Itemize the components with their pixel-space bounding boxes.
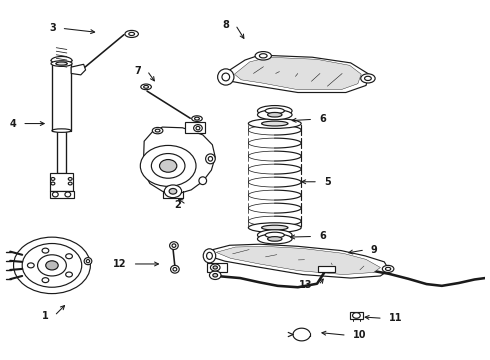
Polygon shape bbox=[234, 57, 361, 90]
Bar bbox=[350, 312, 363, 319]
Ellipse shape bbox=[218, 69, 234, 85]
Ellipse shape bbox=[265, 232, 284, 238]
Polygon shape bbox=[143, 127, 215, 194]
Circle shape bbox=[140, 145, 196, 186]
Ellipse shape bbox=[268, 237, 282, 241]
Ellipse shape bbox=[257, 230, 292, 240]
Ellipse shape bbox=[84, 258, 92, 265]
Circle shape bbox=[209, 271, 221, 279]
Text: 2: 2 bbox=[174, 200, 181, 210]
Circle shape bbox=[353, 312, 360, 318]
Polygon shape bbox=[71, 64, 86, 75]
Ellipse shape bbox=[365, 76, 371, 81]
Circle shape bbox=[14, 237, 90, 294]
Ellipse shape bbox=[257, 105, 292, 116]
Circle shape bbox=[213, 274, 218, 277]
Text: 12: 12 bbox=[113, 259, 127, 269]
Polygon shape bbox=[318, 266, 335, 273]
Text: 1: 1 bbox=[42, 311, 49, 321]
Text: 3: 3 bbox=[49, 23, 56, 33]
Text: 8: 8 bbox=[223, 20, 230, 30]
Ellipse shape bbox=[208, 157, 213, 161]
Ellipse shape bbox=[195, 117, 199, 120]
Circle shape bbox=[169, 189, 177, 194]
Polygon shape bbox=[223, 55, 369, 93]
Ellipse shape bbox=[129, 32, 135, 36]
Text: 5: 5 bbox=[324, 177, 330, 187]
Ellipse shape bbox=[248, 223, 301, 233]
Text: 7: 7 bbox=[135, 66, 141, 76]
Ellipse shape bbox=[155, 129, 160, 132]
Ellipse shape bbox=[248, 119, 301, 129]
Circle shape bbox=[51, 177, 55, 180]
Ellipse shape bbox=[52, 192, 58, 197]
Ellipse shape bbox=[173, 267, 177, 271]
Text: 13: 13 bbox=[299, 280, 313, 290]
Ellipse shape bbox=[386, 267, 391, 270]
Circle shape bbox=[22, 243, 82, 287]
Bar bbox=[49, 190, 74, 198]
Ellipse shape bbox=[257, 234, 292, 244]
Circle shape bbox=[42, 278, 49, 283]
Ellipse shape bbox=[196, 126, 200, 130]
Ellipse shape bbox=[86, 260, 90, 263]
Circle shape bbox=[66, 272, 73, 277]
Ellipse shape bbox=[255, 51, 271, 60]
Circle shape bbox=[160, 159, 177, 172]
Polygon shape bbox=[216, 246, 380, 275]
Ellipse shape bbox=[213, 266, 218, 269]
Circle shape bbox=[151, 153, 185, 178]
Polygon shape bbox=[185, 122, 205, 133]
Ellipse shape bbox=[172, 244, 176, 247]
Ellipse shape bbox=[207, 252, 212, 259]
Ellipse shape bbox=[203, 249, 216, 263]
Circle shape bbox=[68, 182, 72, 185]
Bar bbox=[52, 64, 71, 131]
Ellipse shape bbox=[382, 265, 394, 273]
Circle shape bbox=[51, 182, 55, 185]
Text: 11: 11 bbox=[389, 313, 402, 323]
Circle shape bbox=[66, 254, 73, 259]
Bar bbox=[57, 131, 66, 173]
Circle shape bbox=[68, 177, 72, 180]
Ellipse shape bbox=[361, 74, 375, 83]
Ellipse shape bbox=[141, 84, 151, 90]
Ellipse shape bbox=[257, 110, 292, 120]
Ellipse shape bbox=[262, 121, 288, 126]
Ellipse shape bbox=[259, 54, 267, 58]
Bar bbox=[50, 173, 73, 190]
Ellipse shape bbox=[65, 192, 71, 197]
Ellipse shape bbox=[152, 127, 163, 134]
Ellipse shape bbox=[262, 225, 288, 230]
Ellipse shape bbox=[265, 108, 284, 114]
Ellipse shape bbox=[192, 116, 202, 121]
Ellipse shape bbox=[170, 242, 178, 249]
Circle shape bbox=[42, 248, 49, 253]
Ellipse shape bbox=[199, 177, 207, 185]
Circle shape bbox=[27, 263, 34, 268]
Ellipse shape bbox=[222, 73, 230, 81]
Ellipse shape bbox=[52, 129, 71, 132]
Ellipse shape bbox=[194, 125, 202, 132]
Ellipse shape bbox=[268, 112, 282, 117]
Circle shape bbox=[164, 185, 182, 198]
Text: 10: 10 bbox=[353, 330, 366, 340]
Ellipse shape bbox=[210, 264, 220, 271]
Circle shape bbox=[46, 261, 58, 270]
Ellipse shape bbox=[171, 265, 179, 273]
Text: 6: 6 bbox=[319, 114, 326, 124]
Ellipse shape bbox=[125, 30, 138, 37]
Circle shape bbox=[38, 255, 66, 276]
Ellipse shape bbox=[51, 61, 72, 66]
Polygon shape bbox=[207, 263, 227, 273]
Text: 9: 9 bbox=[371, 245, 378, 255]
Ellipse shape bbox=[206, 154, 215, 164]
Text: 6: 6 bbox=[319, 231, 326, 242]
Ellipse shape bbox=[144, 85, 148, 88]
Ellipse shape bbox=[56, 62, 67, 65]
Text: 4: 4 bbox=[10, 118, 17, 129]
Polygon shape bbox=[207, 244, 389, 278]
